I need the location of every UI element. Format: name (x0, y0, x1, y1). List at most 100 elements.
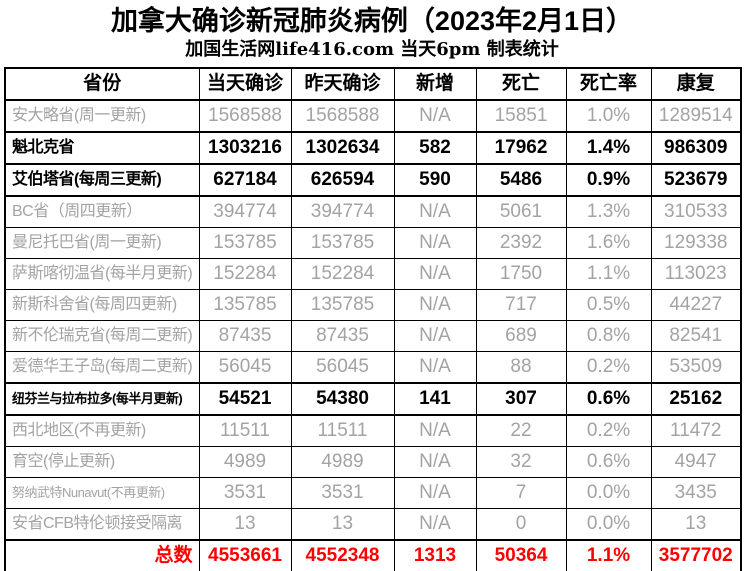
table-body: 安大略省(周一更新) 1568588 1568588 N/A 15851 1.0… (4, 99, 742, 571)
today-confirmed-cell: 4989 (198, 446, 292, 478)
new-cases-cell: 590 (393, 163, 477, 197)
new-cases-cell: N/A (393, 446, 477, 478)
today-confirmed-cell: 54521 (198, 382, 292, 416)
province-cell: 总数 (4, 539, 200, 571)
deaths-cell: 5061 (475, 195, 567, 228)
table-row: 魁北克省 1303216 1302634 582 17962 1.4% 9863… (4, 131, 742, 165)
yesterday-confirmed-cell: 153785 (290, 227, 395, 259)
recovered-cell: 129338 (650, 227, 742, 259)
recovered-cell: 82541 (650, 320, 742, 352)
province-cell: 育空(停止更新) (4, 446, 200, 478)
table-row: 艾伯塔省(每周三更新) 627184 626594 590 5486 0.9% … (4, 163, 742, 197)
province-cell: 萨斯喀彻温省(每半月更新) (4, 258, 200, 290)
province-cell: 爱德华王子岛(每周二更新) (4, 351, 200, 384)
province-cell: 艾伯塔省(每周三更新) (4, 163, 200, 197)
deaths-cell: 689 (475, 320, 567, 352)
death-rate-cell: 1.3% (565, 195, 652, 228)
column-header-new-cases: 新增 (393, 67, 477, 101)
deaths-cell: 1750 (475, 258, 567, 290)
table-row: 纽芬兰与拉布拉多(每半月更新) 54521 54380 141 307 0.6%… (4, 382, 742, 416)
page-title: 加拿大确诊新冠肺炎病例（2023年2月1日） (110, 6, 634, 36)
deaths-cell: 0 (475, 508, 567, 541)
province-cell: 西北地区(不再更新) (4, 414, 200, 447)
province-cell: 安大略省(周一更新) (4, 99, 200, 133)
death-rate-cell: 1.4% (565, 131, 652, 165)
deaths-cell: 7 (475, 477, 567, 509)
new-cases-cell: N/A (393, 414, 477, 447)
deaths-cell: 22 (475, 414, 567, 447)
recovered-cell: 310533 (650, 195, 742, 228)
recovered-cell: 4947 (650, 446, 742, 478)
recovered-cell: 523679 (650, 163, 742, 197)
recovered-cell: 53509 (650, 351, 742, 384)
recovered-cell: 3435 (650, 477, 742, 509)
death-rate-cell: 0.2% (565, 351, 652, 384)
new-cases-cell: 582 (393, 131, 477, 165)
death-rate-cell: 0.6% (565, 382, 652, 416)
yesterday-confirmed-cell: 87435 (290, 320, 395, 352)
yesterday-confirmed-cell: 626594 (290, 163, 395, 197)
deaths-cell: 307 (475, 382, 567, 416)
death-rate-cell: 0.6% (565, 446, 652, 478)
death-rate-cell: 0.9% (565, 163, 652, 197)
yesterday-confirmed-cell: 1568588 (290, 99, 395, 133)
today-confirmed-cell: 627184 (198, 163, 292, 197)
today-confirmed-cell: 1568588 (198, 99, 292, 133)
recovered-cell: 113023 (650, 258, 742, 290)
province-cell: 安省CFB特伦顿接受隔离 (4, 508, 200, 541)
new-cases-cell: N/A (393, 508, 477, 541)
table-row: 安大略省(周一更新) 1568588 1568588 N/A 15851 1.0… (4, 99, 742, 133)
table-row: 西北地区(不再更新) 11511 11511 N/A 22 0.2% 11472 (4, 414, 742, 447)
yesterday-confirmed-cell: 11511 (290, 414, 395, 447)
province-cell: 新斯科舍省(每周四更新) (4, 289, 200, 321)
yesterday-confirmed-cell: 4552348 (290, 539, 395, 571)
page-subtitle: 加国生活网life416.com 当天6pm 制表统计 (185, 39, 559, 60)
yesterday-confirmed-cell: 4989 (290, 446, 395, 478)
recovered-cell: 986309 (650, 131, 742, 165)
yesterday-confirmed-cell: 394774 (290, 195, 395, 228)
death-rate-cell: 0.0% (565, 508, 652, 541)
deaths-cell: 50364 (475, 539, 567, 571)
recovered-cell: 3577702 (650, 539, 742, 571)
death-rate-cell: 1.1% (565, 539, 652, 571)
column-header-deaths: 死亡 (475, 67, 567, 101)
table-row: 努纳武特Nunavut(不再更新) 3531 3531 N/A 7 0.0% 3… (4, 477, 742, 509)
table-row: 育空(停止更新) 4989 4989 N/A 32 0.6% 4947 (4, 446, 742, 478)
today-confirmed-cell: 3531 (198, 477, 292, 509)
column-header-recovered: 康复 (650, 67, 742, 101)
yesterday-confirmed-cell: 152284 (290, 258, 395, 290)
new-cases-cell: 141 (393, 382, 477, 416)
deaths-cell: 15851 (475, 99, 567, 133)
column-header-today-confirmed: 当天确诊 (198, 67, 292, 101)
table-row: 新斯科舍省(每周四更新) 135785 135785 N/A 717 0.5% … (4, 289, 742, 321)
column-header-yesterday-confirmed: 昨天确诊 (290, 67, 395, 101)
death-rate-cell: 0.5% (565, 289, 652, 321)
new-cases-cell: N/A (393, 289, 477, 321)
deaths-cell: 32 (475, 446, 567, 478)
today-confirmed-cell: 87435 (198, 320, 292, 352)
deaths-cell: 17962 (475, 131, 567, 165)
new-cases-cell: N/A (393, 227, 477, 259)
deaths-cell: 717 (475, 289, 567, 321)
death-rate-cell: 0.2% (565, 414, 652, 447)
province-cell: 新不伦瑞克省(每周二更新) (4, 320, 200, 352)
yesterday-confirmed-cell: 13 (290, 508, 395, 541)
table-row: 曼尼托巴省(周一更新) 153785 153785 N/A 2392 1.6% … (4, 227, 742, 259)
recovered-cell: 25162 (650, 382, 742, 416)
province-cell: 曼尼托巴省(周一更新) (4, 227, 200, 259)
yesterday-confirmed-cell: 1302634 (290, 131, 395, 165)
deaths-cell: 5486 (475, 163, 567, 197)
today-confirmed-cell: 153785 (198, 227, 292, 259)
recovered-cell: 44227 (650, 289, 742, 321)
total-row: 总数 4553661 4552348 1313 50364 1.1% 35777… (4, 539, 742, 571)
today-confirmed-cell: 152284 (198, 258, 292, 290)
table-row: 安省CFB特伦顿接受隔离 13 13 N/A 0 0.0% 13 (4, 508, 742, 541)
death-rate-cell: 0.0% (565, 477, 652, 509)
province-cell: 纽芬兰与拉布拉多(每半月更新) (4, 382, 200, 416)
death-rate-cell: 1.0% (565, 99, 652, 133)
province-cell: BC省（周四更新） (4, 195, 200, 228)
deaths-cell: 88 (475, 351, 567, 384)
yesterday-confirmed-cell: 135785 (290, 289, 395, 321)
death-rate-cell: 1.1% (565, 258, 652, 290)
